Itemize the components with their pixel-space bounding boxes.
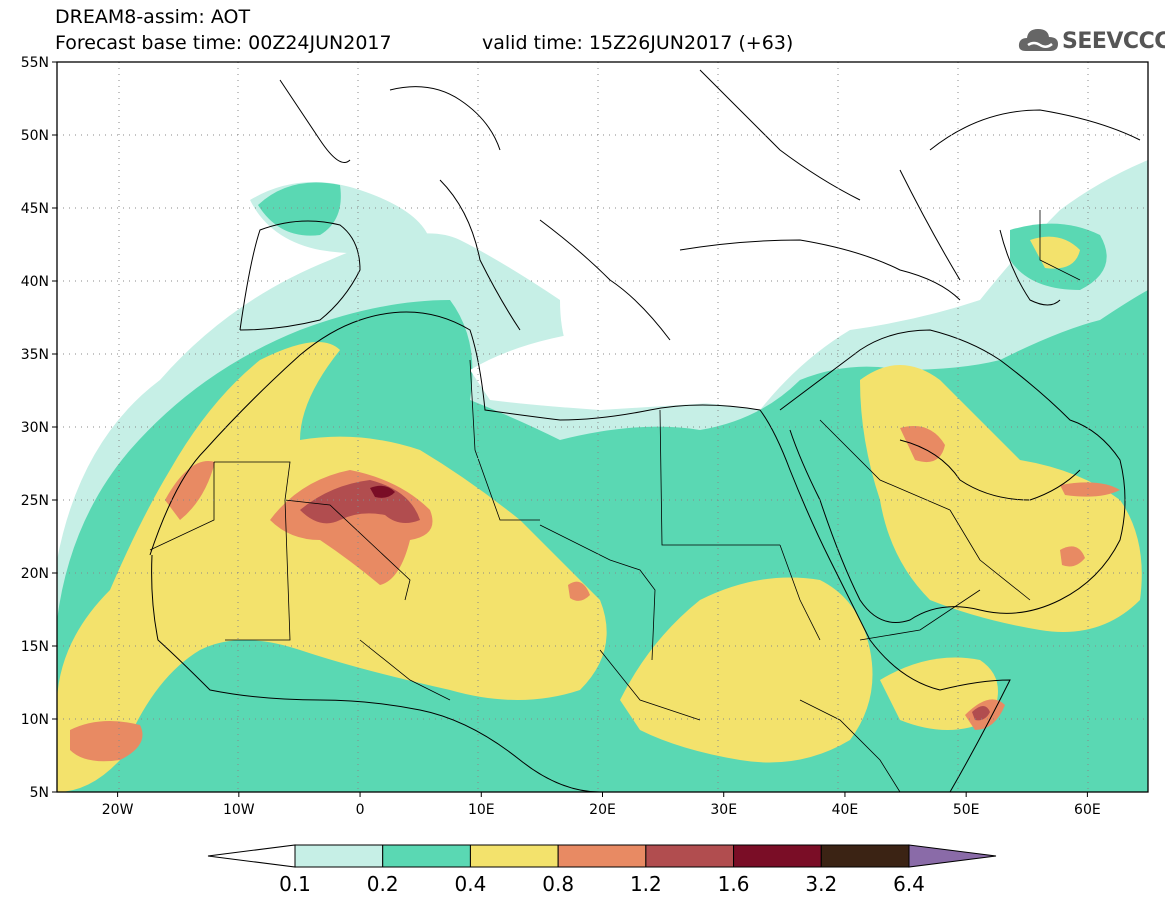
colorbar-segment	[733, 844, 822, 868]
aot-0.8-oman	[1060, 546, 1085, 567]
colorbar-segment	[294, 844, 384, 868]
colorbar-label: 0.2	[366, 872, 399, 896]
lon-label: 10E	[468, 802, 495, 818]
colorbar-label: 0.1	[279, 872, 311, 896]
map-title: DREAM8-assim: AOT	[55, 6, 251, 28]
colorbar-segment	[820, 844, 910, 868]
aot-0.4-sahel	[620, 577, 873, 763]
colorbar-segment	[645, 844, 735, 868]
aot-0.8-west-africa	[70, 721, 143, 762]
aot-0.2-biscay	[258, 182, 341, 236]
colorbar-label: 6.4	[893, 872, 925, 896]
colorbar-label: 0.4	[454, 872, 487, 896]
lon-label: 60E	[1074, 802, 1101, 818]
colorbar-label: 0.8	[542, 872, 575, 896]
latitude-labels: 55N 50N 45N 40N 35N 30N 25N 20N 15N 10N 5N	[21, 55, 57, 801]
borders	[149, 210, 1081, 792]
logo-text: SEEVCCC	[1062, 29, 1165, 54]
colorbar-segment	[382, 844, 471, 868]
colorbar-label: 1.6	[717, 872, 750, 896]
colorbar-segment	[469, 844, 559, 868]
colorbar-max-arrow	[908, 844, 997, 868]
aot-0.8-west-sahara	[165, 461, 215, 520]
colorbar	[207, 844, 997, 868]
colorbar-label: 1.2	[629, 872, 662, 896]
aot-1.6-core	[370, 485, 395, 498]
lat-label: 50N	[21, 128, 49, 144]
lat-label: 40N	[21, 274, 49, 290]
colorbar-label: 3.2	[805, 872, 838, 896]
aot-0.4-caspian	[1030, 236, 1080, 269]
forecast-base-time: Forecast base time: 00Z24JUN2017	[55, 32, 392, 54]
aot-0.8-iraq	[900, 426, 945, 463]
seevccc-logo: SEEVCCC	[1018, 25, 1165, 59]
lon-label: 50E	[953, 802, 980, 818]
lon-label: 20W	[102, 802, 134, 818]
lat-label: 55N	[21, 55, 49, 71]
lon-label: 0	[356, 802, 365, 818]
aot-1.2-somalia	[972, 706, 990, 721]
lat-label: 20N	[21, 566, 49, 582]
lat-label: 30N	[21, 420, 49, 436]
lat-label: 45N	[21, 201, 49, 217]
longitude-labels: 20W 10W 0 10E 20E 30E 40E 50E 60E	[102, 792, 1101, 818]
lat-label: 15N	[21, 639, 49, 655]
lat-label: 25N	[21, 493, 49, 509]
cloud-icon	[1018, 29, 1058, 51]
aot-0.4-sahara-west	[57, 342, 607, 792]
aot-0.8-gulf	[1060, 482, 1120, 497]
lon-label: 10W	[223, 802, 255, 818]
mediterranean-clear	[470, 330, 787, 410]
aot-0.8-chad	[568, 581, 590, 601]
lon-label: 30E	[710, 802, 737, 818]
colorbar-min-arrow	[207, 844, 296, 868]
colorbar-segment	[557, 844, 647, 868]
europe-clear	[328, 62, 1000, 314]
lat-label: 10N	[21, 712, 49, 728]
aot-field	[57, 62, 1148, 792]
lon-label: 20E	[589, 802, 616, 818]
coastlines	[149, 69, 1141, 792]
lat-label: 5N	[30, 785, 49, 801]
valid-time: valid time: 15Z26JUN2017 (+63)	[482, 32, 794, 54]
lon-label: 40E	[832, 802, 859, 818]
caucasus-clear	[900, 142, 1003, 220]
lat-label: 35N	[21, 347, 49, 363]
